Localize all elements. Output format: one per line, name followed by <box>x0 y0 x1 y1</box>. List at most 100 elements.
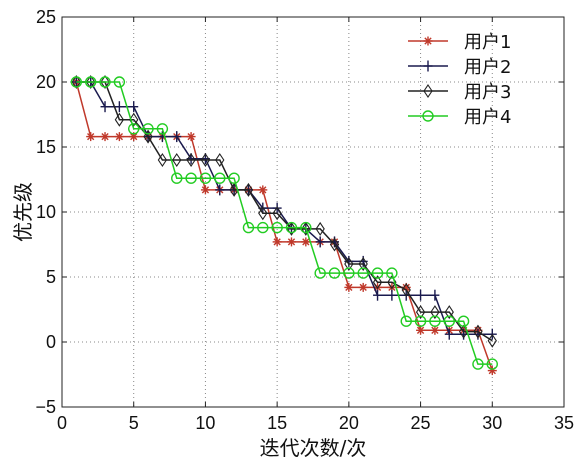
legend-item: 用户2 <box>408 57 511 78</box>
y-tick-label: −5 <box>35 397 56 417</box>
series-layer <box>70 75 498 376</box>
legend: 用户1 用户2 用户3 用户4 <box>408 32 511 128</box>
y-axis-title: 优先级 <box>11 182 35 242</box>
data-point <box>129 101 139 113</box>
data-point <box>430 305 440 320</box>
legend-marker <box>422 110 434 122</box>
plot-area <box>62 17 564 407</box>
data-point <box>71 75 82 89</box>
data-point <box>444 328 454 340</box>
series-2 <box>71 76 497 340</box>
data-point <box>358 257 368 271</box>
data-point <box>228 172 240 184</box>
data-point <box>487 333 497 348</box>
data-point <box>328 267 341 279</box>
x-tick-label: 20 <box>339 413 359 433</box>
data-point <box>415 305 426 320</box>
data-point <box>373 289 383 301</box>
x-tick-label: 30 <box>482 413 502 433</box>
data-point <box>416 289 426 301</box>
data-point <box>156 123 169 135</box>
data-point <box>86 75 96 89</box>
data-point <box>100 101 110 113</box>
data-point <box>100 132 110 142</box>
data-point <box>285 221 298 234</box>
data-point <box>114 132 124 142</box>
legend-label: 用户4 <box>464 107 511 128</box>
data-point <box>242 221 255 234</box>
y-tick-label: 20 <box>36 72 56 92</box>
data-point <box>444 305 454 320</box>
legend-item: 用户1 <box>408 32 511 53</box>
legend-marker <box>423 84 433 98</box>
data-point <box>472 358 484 370</box>
data-point <box>430 289 440 301</box>
data-point <box>114 112 125 127</box>
data-point <box>443 315 455 327</box>
data-point <box>329 237 340 252</box>
data-point <box>371 267 384 279</box>
data-point <box>300 221 312 234</box>
legend-label: 用户2 <box>464 57 511 78</box>
data-point <box>215 153 225 167</box>
x-axis-title: 迭代次数/次 <box>260 436 367 460</box>
data-point <box>99 76 111 88</box>
data-point <box>271 221 283 234</box>
y-tick-label: 5 <box>46 267 56 287</box>
data-point <box>185 172 197 184</box>
data-point <box>142 123 154 135</box>
grid-lines <box>62 17 564 407</box>
data-point <box>416 325 426 335</box>
series-4 <box>70 76 498 370</box>
x-tick-label: 35 <box>554 413 574 433</box>
data-point <box>172 153 182 167</box>
data-point <box>315 236 325 248</box>
data-point <box>429 315 441 327</box>
data-point <box>214 172 226 184</box>
data-point <box>100 75 110 89</box>
y-tick-label: 0 <box>46 332 56 352</box>
data-point <box>84 76 97 88</box>
data-point <box>344 257 354 271</box>
legend-marker <box>423 36 433 46</box>
data-point <box>171 172 183 184</box>
series-line <box>76 81 493 365</box>
data-point <box>186 153 196 167</box>
data-point <box>186 132 196 142</box>
data-point <box>430 325 440 335</box>
data-point <box>457 315 470 327</box>
x-tick-label: 25 <box>411 413 431 433</box>
data-point <box>272 206 282 221</box>
y-tick-label: 10 <box>36 202 56 222</box>
data-point <box>114 101 124 113</box>
data-point <box>157 153 168 167</box>
data-point <box>258 185 268 195</box>
legend-item: 用户3 <box>408 82 511 103</box>
data-point <box>344 282 354 292</box>
data-point <box>128 123 140 135</box>
data-point <box>200 153 211 167</box>
data-point <box>200 185 210 195</box>
data-point <box>257 221 269 234</box>
data-point <box>143 129 153 144</box>
data-point <box>286 237 296 247</box>
x-tick-label: 10 <box>195 413 215 433</box>
legend-item: 用户4 <box>408 107 511 128</box>
data-point <box>387 289 397 301</box>
data-point <box>486 358 498 370</box>
data-point <box>272 237 282 247</box>
data-point <box>258 206 268 221</box>
x-tick-label: 15 <box>267 413 287 433</box>
data-point <box>357 267 369 279</box>
x-tick-label: 0 <box>57 413 67 433</box>
y-tick-label: 15 <box>36 137 56 157</box>
data-point <box>314 267 326 279</box>
data-point <box>414 315 427 327</box>
legend-marker <box>423 60 433 72</box>
legend-label: 用户1 <box>464 32 511 53</box>
data-point <box>315 221 325 236</box>
y-tick-label: 25 <box>36 7 56 27</box>
data-point <box>301 237 311 247</box>
